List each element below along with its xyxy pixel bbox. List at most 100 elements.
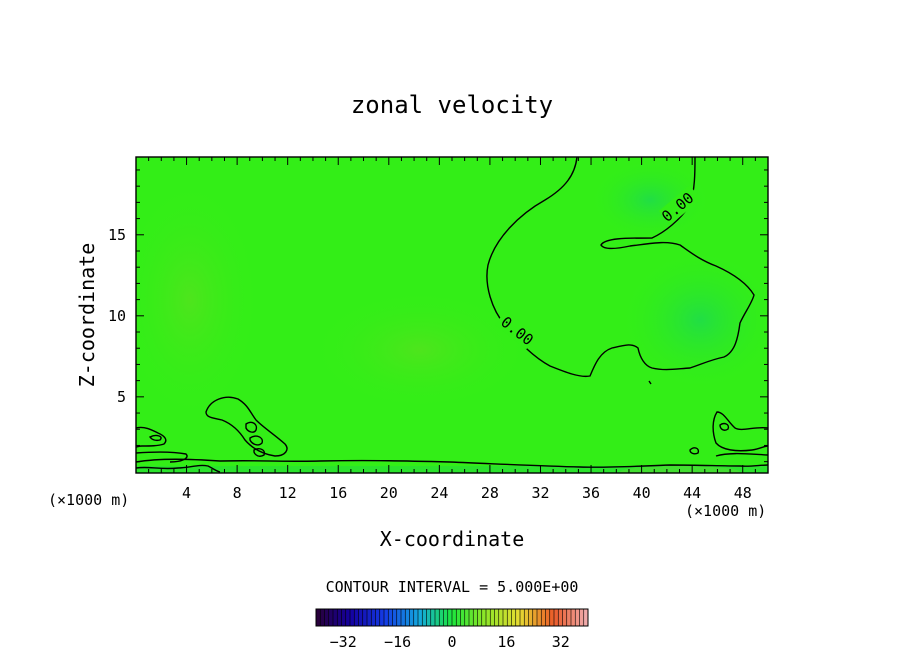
colorbar-cell (558, 609, 563, 626)
colorbar-cell (324, 609, 330, 626)
colorbar-cell (537, 609, 542, 626)
colorbar-cell (494, 609, 500, 626)
colorbar-cell (362, 609, 368, 626)
colorbar-cell (388, 609, 393, 626)
colorbar-frame (315, 608, 589, 627)
colorbar-cell (528, 609, 534, 626)
x-tick-label: 36 (582, 484, 600, 502)
contour-line-zero-loop (253, 448, 266, 457)
y-tick-label: 10 (108, 307, 126, 325)
colorbar-cell (345, 609, 351, 626)
colorbar-cell (583, 609, 589, 626)
field-light-region (136, 180, 260, 420)
colorbar-cell (392, 609, 398, 626)
colorbar-cell (469, 609, 474, 626)
colorbar-cell (405, 609, 410, 626)
colorbar-cell (409, 609, 415, 626)
colorbar-tick-label: 16 (497, 633, 515, 651)
colorbar-cell (575, 609, 580, 626)
colorbar-cell (507, 609, 512, 626)
colorbar-cell (439, 609, 444, 626)
colorbar: −32 −16 0 16 32 (315, 608, 589, 651)
x-tick-label: 24 (430, 484, 448, 502)
x-tick-label: 44 (683, 484, 701, 502)
colorbar-cell (354, 609, 359, 626)
colorbar-cell (520, 609, 525, 626)
contour-line-zero-rightcorner (712, 411, 768, 452)
x-axis-label: X-coordinate (380, 527, 525, 551)
colorbar-cell (549, 609, 555, 626)
contour-line-zero-rightcorner (719, 422, 730, 431)
x-tick-label: 8 (233, 484, 242, 502)
x-tick-label: 16 (329, 484, 347, 502)
contour-line-zero-leftedge (136, 426, 167, 448)
colorbar-tick-label: −16 (384, 633, 411, 651)
colorbar-cell (379, 609, 385, 626)
colorbar-cell (333, 609, 338, 626)
colorbar-cell (422, 609, 427, 626)
contour-interval-note: CONTOUR INTERVAL = 5.000E+00 (326, 578, 579, 596)
colorbar-cell (566, 609, 572, 626)
colorbar-cell (316, 609, 321, 626)
colorbar-cell (579, 609, 585, 626)
contour-line-zero-loop (245, 421, 258, 433)
colorbar-cell (460, 609, 466, 626)
x-unit-left: (×1000 m) (48, 491, 129, 509)
y-axis-label: Z-coordinate (75, 243, 99, 388)
colorbar-cell (384, 609, 389, 626)
colorbar-cell (396, 609, 402, 626)
colorbar-cell (350, 609, 355, 626)
field-teal-region (590, 160, 710, 240)
colorbar-cell (464, 609, 470, 626)
contour-label-bg (494, 310, 538, 350)
colorbar-cell (562, 609, 568, 626)
colorbar-tick-label: 32 (552, 633, 570, 651)
colorbar-cell (337, 609, 342, 626)
colorbar-cell (481, 609, 487, 626)
colorbar-cell (515, 609, 521, 626)
contour-line-zero-rightcorner (715, 452, 768, 457)
colorbar-cell (358, 609, 364, 626)
x-tick-label: 12 (279, 484, 297, 502)
colorbar-tick-label: 0 (447, 633, 456, 651)
colorbar-cell (452, 609, 457, 626)
contour-line-zero-leftedge (136, 451, 188, 463)
contour-line-zero-leftedge (148, 434, 162, 442)
field-light-region (310, 290, 530, 410)
x-tick-label: 48 (734, 484, 752, 502)
colorbar-cell (375, 609, 381, 626)
colorbar-cell (418, 609, 423, 626)
colorbar-cell (490, 609, 495, 626)
x-tick-label: 4 (182, 484, 191, 502)
contour-line-zero-bottom (136, 458, 768, 468)
x-unit-right: (×1000 m) (685, 502, 766, 520)
colorbar-cell (371, 609, 376, 626)
contour-line-zero-blob (205, 396, 288, 457)
colorbar-cell (413, 609, 419, 626)
colorbar-cell (498, 609, 504, 626)
x-tick-label: 20 (380, 484, 398, 502)
colorbar-cell (477, 609, 483, 626)
colorbar-cell (367, 609, 372, 626)
colorbar-cell (571, 609, 576, 626)
colorbar-cell (524, 609, 529, 626)
colorbar-cell (503, 609, 508, 626)
colorbar-cell (473, 609, 478, 626)
colorbar-cell (447, 609, 453, 626)
x-tick-label: 28 (481, 484, 499, 502)
y-tick-label: 5 (117, 388, 126, 406)
x-tick-label: 32 (531, 484, 549, 502)
contour-line-zero-lowleft (136, 464, 221, 473)
colorbar-cell (456, 609, 461, 626)
field-teal-region (620, 250, 768, 390)
y-axis-ticks: 5 10 15 (108, 169, 768, 463)
colorbar-cell (541, 609, 546, 626)
x-tick-label: 40 (633, 484, 651, 502)
contour-label-bg (658, 185, 702, 225)
colorbar-cell (320, 609, 325, 626)
contour-line-zero-loop (249, 435, 263, 446)
colorbar-cell (486, 609, 491, 626)
chart-title: zonal velocity (351, 91, 553, 119)
colorbar-cell (430, 609, 436, 626)
colorbar-tick-label: −32 (330, 633, 357, 651)
